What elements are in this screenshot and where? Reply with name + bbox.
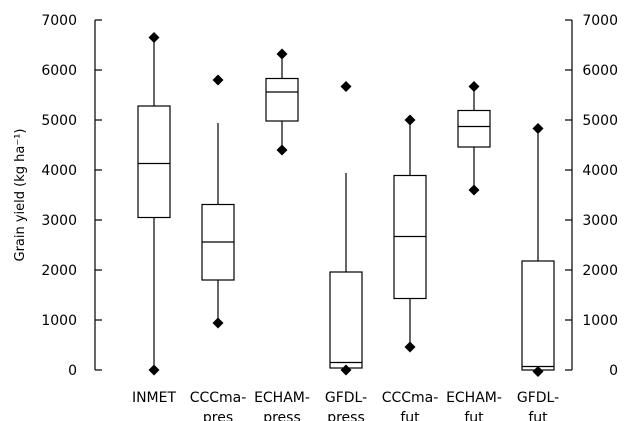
box bbox=[521, 260, 555, 371]
right-y-tick-label: 2000 bbox=[582, 263, 618, 279]
outlier-marker bbox=[276, 48, 288, 60]
outlier-marker bbox=[340, 364, 352, 376]
category-label: fut bbox=[528, 410, 548, 421]
category-label: CCCma- bbox=[190, 390, 247, 406]
outlier-marker bbox=[468, 184, 480, 196]
right-y-tick-label: 1000 bbox=[582, 313, 618, 329]
outlier-marker bbox=[340, 81, 352, 92]
category-label: press bbox=[327, 410, 365, 421]
outlier-marker bbox=[532, 366, 544, 377]
category-labels: INMET CCCma-pres ECHAM-press GFDL-press CCCm… bbox=[132, 390, 559, 421]
right-y-tick-label: 4000 bbox=[582, 163, 618, 179]
category-label: GFDL- bbox=[325, 390, 367, 406]
box bbox=[457, 109, 491, 148]
category-label: ECHAM- bbox=[446, 390, 502, 406]
category-label: pres bbox=[203, 410, 233, 421]
right-y-tick-label: 5000 bbox=[582, 113, 618, 129]
box-group bbox=[201, 74, 235, 329]
category-label: INMET bbox=[132, 390, 177, 406]
category-label: fut bbox=[400, 410, 420, 421]
box bbox=[137, 105, 171, 219]
right-y-tick-label: 6000 bbox=[582, 63, 618, 79]
outlier-marker bbox=[468, 81, 480, 92]
box bbox=[329, 271, 363, 369]
axes bbox=[94, 20, 573, 370]
outlier-marker bbox=[404, 114, 416, 126]
left-y-tick-label: 0 bbox=[68, 363, 77, 379]
right-y-tick-label: 3000 bbox=[582, 213, 618, 229]
outlier-marker bbox=[276, 144, 288, 156]
left-y-tick-label: 4000 bbox=[41, 163, 77, 179]
outlier-marker bbox=[148, 364, 160, 376]
outlier-marker bbox=[212, 317, 224, 329]
box-group bbox=[137, 32, 171, 376]
left-y-tick-label: 5000 bbox=[41, 113, 77, 129]
box-group bbox=[393, 114, 427, 353]
category-label: press bbox=[263, 410, 301, 421]
left-y-ticks: 0 1000 2000 3000 4000 5000 6000 7000 bbox=[41, 13, 102, 379]
y-axis-title: Grain yield (kg ha⁻¹) bbox=[13, 128, 28, 261]
category-label: GFDL- bbox=[517, 390, 559, 406]
right-y-tick-label: 7000 bbox=[582, 13, 618, 29]
box-group bbox=[457, 81, 491, 196]
category-label: ECHAM- bbox=[254, 390, 310, 406]
outlier-marker bbox=[148, 32, 160, 43]
left-y-tick-label: 1000 bbox=[41, 313, 77, 329]
box-group bbox=[329, 81, 363, 376]
outlier-marker bbox=[212, 74, 224, 86]
left-y-tick-label: 2000 bbox=[41, 263, 77, 279]
outlier-marker bbox=[404, 341, 416, 353]
boxes bbox=[137, 32, 555, 377]
left-y-tick-label: 3000 bbox=[41, 213, 77, 229]
category-label: CCCma- bbox=[382, 390, 439, 406]
outlier-marker bbox=[532, 123, 544, 134]
right-y-tick-label: 0 bbox=[609, 363, 618, 379]
category-label: fut bbox=[464, 410, 484, 421]
right-y-ticks: 0 1000 2000 3000 4000 5000 6000 7000 bbox=[565, 13, 618, 379]
left-y-tick-label: 7000 bbox=[41, 13, 77, 29]
box bbox=[265, 77, 299, 122]
box-group bbox=[265, 48, 299, 156]
left-y-tick-label: 6000 bbox=[41, 63, 77, 79]
box-group bbox=[521, 123, 555, 377]
